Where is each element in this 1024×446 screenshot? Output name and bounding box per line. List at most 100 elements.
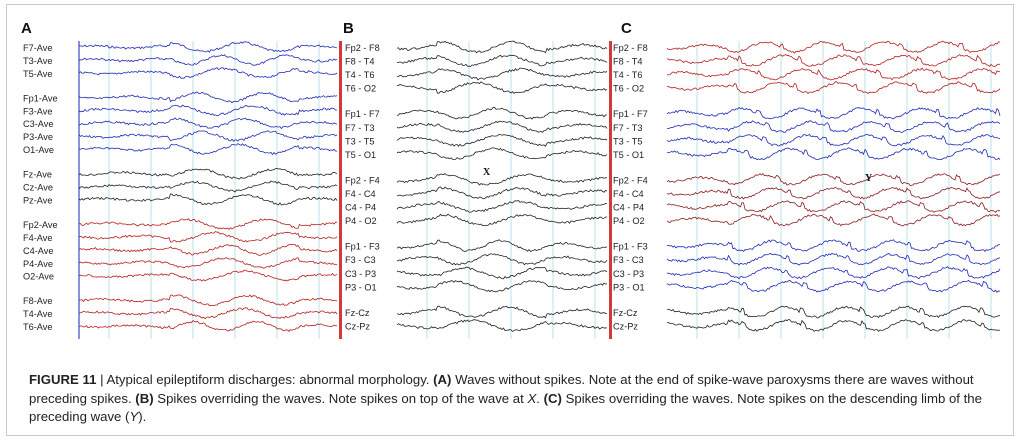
eeg-trace [396,305,608,319]
channel-label: T6 - O2 [345,84,376,94]
channel-label: C3 - P3 [345,269,376,279]
channel-label: T4 - T6 [613,70,642,80]
panel-border-right [609,41,612,339]
eeg-trace [396,172,608,186]
channel-label: F4 - C4 [345,189,376,199]
channel-label: T3 - T5 [613,136,642,146]
channel-label: C4-Ave [23,246,53,256]
channel-label: O2-Ave [23,272,54,282]
eeg-trace [666,173,1001,186]
channel-label: Fp1 - F7 [345,109,380,119]
eeg-trace [78,54,338,66]
eeg-trace [667,120,1001,133]
channel-label: P3 - O1 [345,282,377,292]
eeg-trace [666,200,1001,213]
panel-border-right [339,41,342,339]
eeg-trace [396,81,608,94]
eeg-trace [666,239,1000,252]
eeg-trace [666,252,1001,266]
channel-label: F7 - T3 [613,123,642,133]
channel-label: P3-Ave [23,132,53,142]
channel-label: T4-Ave [23,309,52,319]
channel-label: T3 - T5 [345,136,374,146]
channel-label: T5-Ave [23,69,52,79]
caption-intro: Atypical epileptiform discharges: abnorm… [106,372,434,387]
caption-c-text: Spikes overriding the waves. Note spikes… [29,390,982,425]
channel-label: F7-Ave [23,43,52,53]
channel-label: Fp1 - F3 [613,242,648,252]
channel-label: T3-Ave [23,56,52,66]
eeg-trace [396,319,608,332]
eeg-trace [396,120,608,133]
caption-c-label: (C) [543,390,562,406]
panel-letter: A [21,20,32,37]
figure-caption: FIGURE 11 | Atypical epileptiform discha… [29,371,1009,427]
channel-label: Fp1 - F3 [345,242,380,252]
eeg-trace [666,305,1001,319]
annotation-marker: Y [865,173,873,184]
eeg-trace [666,186,1001,200]
eeg-trace [78,91,338,104]
channel-label: C3 - P3 [613,269,644,279]
channel-label: Cz-Pz [613,321,638,331]
channel-label: F8-Ave [23,296,52,306]
eeg-trace [666,133,1001,147]
eeg-trace [78,307,338,320]
caption-b-ref: X [527,390,537,406]
channel-label: P4-Ave [23,259,53,269]
eeg-figure: A F7-Ave T3-Ave T5-Ave Fp1-Ave F3-Ave C3-Ave P3… [21,20,1001,339]
figure-frame: A F7-Ave T3-Ave T5-Ave Fp1-Ave F3-Ave C3-Ave P3… [6,4,1014,436]
channel-label: T5 - O1 [613,150,644,160]
channel-label: Fz-Ave [23,170,52,180]
channel-label: T5 - O1 [345,150,376,160]
eeg-trace [396,106,608,120]
panel-letter: C [621,20,632,37]
eeg-trace [78,167,338,180]
eeg-trace [78,269,338,282]
eeg-trace [396,280,608,293]
channel-label: F4 - C4 [613,189,644,199]
channel-label: Fp2 - F8 [345,43,380,53]
eeg-trace [78,143,338,156]
eeg-trace [78,41,338,53]
eeg-trace [666,147,1001,161]
eeg-trace [78,117,338,130]
eeg-trace [78,130,338,142]
eeg-trace [396,40,608,54]
eeg-trace [78,180,338,193]
eeg-trace [396,133,608,147]
channel-label: T4 - T6 [345,70,374,80]
eeg-trace [396,200,608,213]
channel-label: T6 - O2 [613,84,644,94]
eeg-trace [78,294,338,307]
channel-label: T6-Ave [23,322,52,332]
channel-label: F3-Ave [23,106,52,116]
caption-b-label: (B) [135,390,154,406]
channel-label: F4-Ave [23,233,52,243]
eeg-trace [666,67,1001,81]
channel-label: Fz-Cz [345,308,370,318]
channel-label: Fp1-Ave [23,93,58,103]
channel-label: C4 - P4 [345,203,376,213]
channel-label: Fp2 - F8 [613,43,648,53]
channel-label: Fp2-Ave [23,220,58,230]
eeg-trace [396,266,608,280]
caption-a-label: (A) [433,372,452,387]
eeg-trace [666,106,1001,120]
channel-label: C3-Ave [23,119,53,129]
channel-label: Fp2 - F4 [613,175,648,185]
caption-b-end: . [536,390,544,406]
channel-label: Fz-Cz [613,308,638,318]
channel-label: F7 - T3 [345,123,374,133]
panel-a: A F7-Ave T3-Ave T5-Ave Fp1-Ave F3-Ave C3-Ave P3… [21,20,342,339]
channel-label: F8 - T4 [613,57,642,67]
caption-a-text: Waves without spikes. Note at the end of… [29,372,974,406]
panel-c: C Fp2 - F8 F8 - T4 T4 - T6 T6 - O2 Fp1 - F7 F7… [613,20,1001,339]
eeg-trace [666,213,1001,227]
eeg-trace [666,81,1001,95]
eeg-trace [666,266,1001,280]
panel-b: B Fp2 - F8 F8 - T4 T4 - T6 T6 - O2 Fp1 - F7 F7… [343,20,612,339]
figure-label: FIGURE 11 [29,372,97,387]
channel-label: F8 - T4 [345,57,374,67]
eeg-trace [78,243,338,256]
